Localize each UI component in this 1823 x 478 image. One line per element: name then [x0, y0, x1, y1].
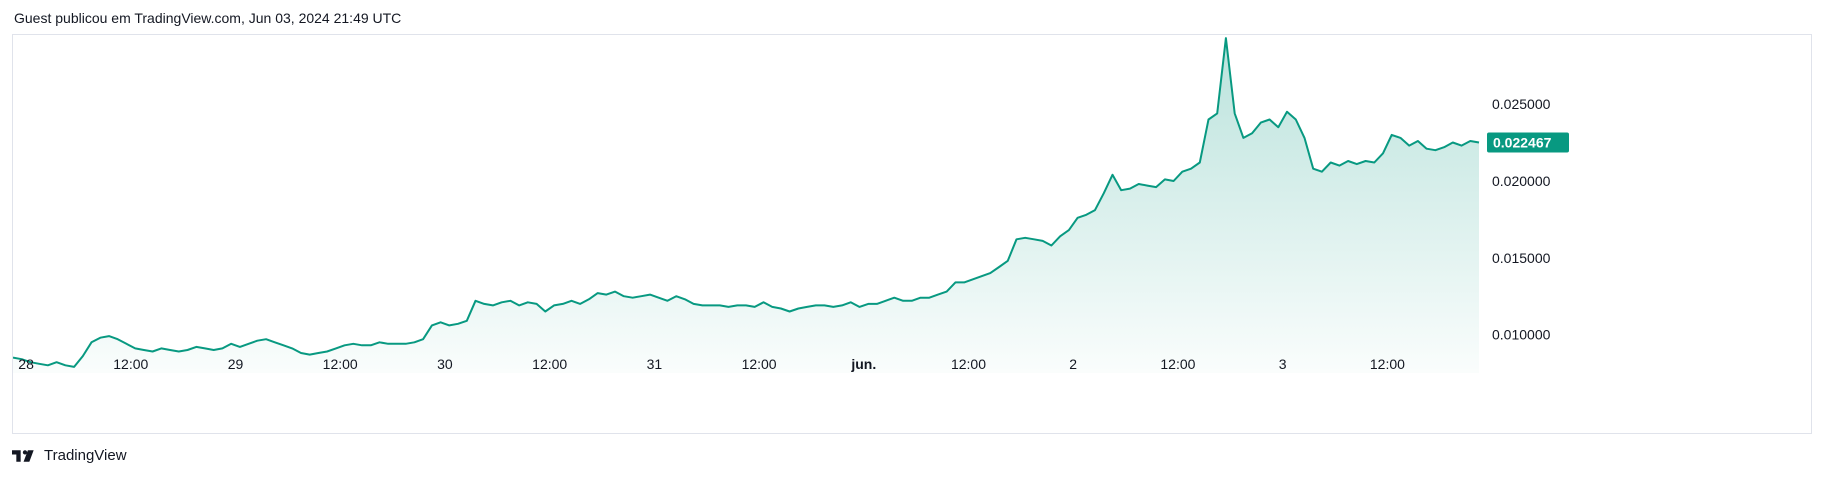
y-tick-label: 0.025000 [1492, 96, 1551, 112]
price-chart[interactable]: 0.010000 0.015000 0.020000 0.025000 28 12:00… [13, 35, 1811, 433]
x-tick-label: 2 [1069, 356, 1077, 372]
x-tick-label: 12:00 [323, 356, 358, 372]
x-tick-label: 12:00 [742, 356, 777, 372]
y-tick-label: 0.015000 [1492, 250, 1551, 266]
last-price-label: 0.022467 [1493, 135, 1552, 151]
x-tick-label: 31 [647, 356, 663, 372]
footer-brand-label: TradingView [44, 447, 127, 464]
y-tick-label: 0.020000 [1492, 173, 1551, 189]
x-tick-label: 29 [228, 356, 244, 372]
x-tick-label: 28 [18, 356, 34, 372]
x-tick-label: 3 [1279, 356, 1287, 372]
price-line [13, 37, 1480, 368]
last-price-tag [1487, 132, 1569, 153]
x-tick-label: 12:00 [951, 356, 986, 372]
tradingview-logo-icon [12, 449, 34, 462]
price-area-fill [13, 38, 1479, 373]
x-tick-label: 12:00 [113, 356, 148, 372]
x-tick-label: 12:00 [532, 356, 567, 372]
x-tick-label: 30 [437, 356, 453, 372]
x-tick-label: 12:00 [1370, 356, 1405, 372]
chart-panel[interactable]: 0.010000 0.015000 0.020000 0.025000 28 12:00… [12, 34, 1812, 434]
x-tick-label: jun. [850, 356, 876, 372]
footer-brand[interactable]: TradingView [12, 447, 127, 464]
x-tick-label: 12:00 [1160, 356, 1195, 372]
y-tick-label: 0.010000 [1492, 327, 1551, 343]
publish-info: Guest publicou em TradingView.com, Jun 0… [14, 10, 402, 26]
